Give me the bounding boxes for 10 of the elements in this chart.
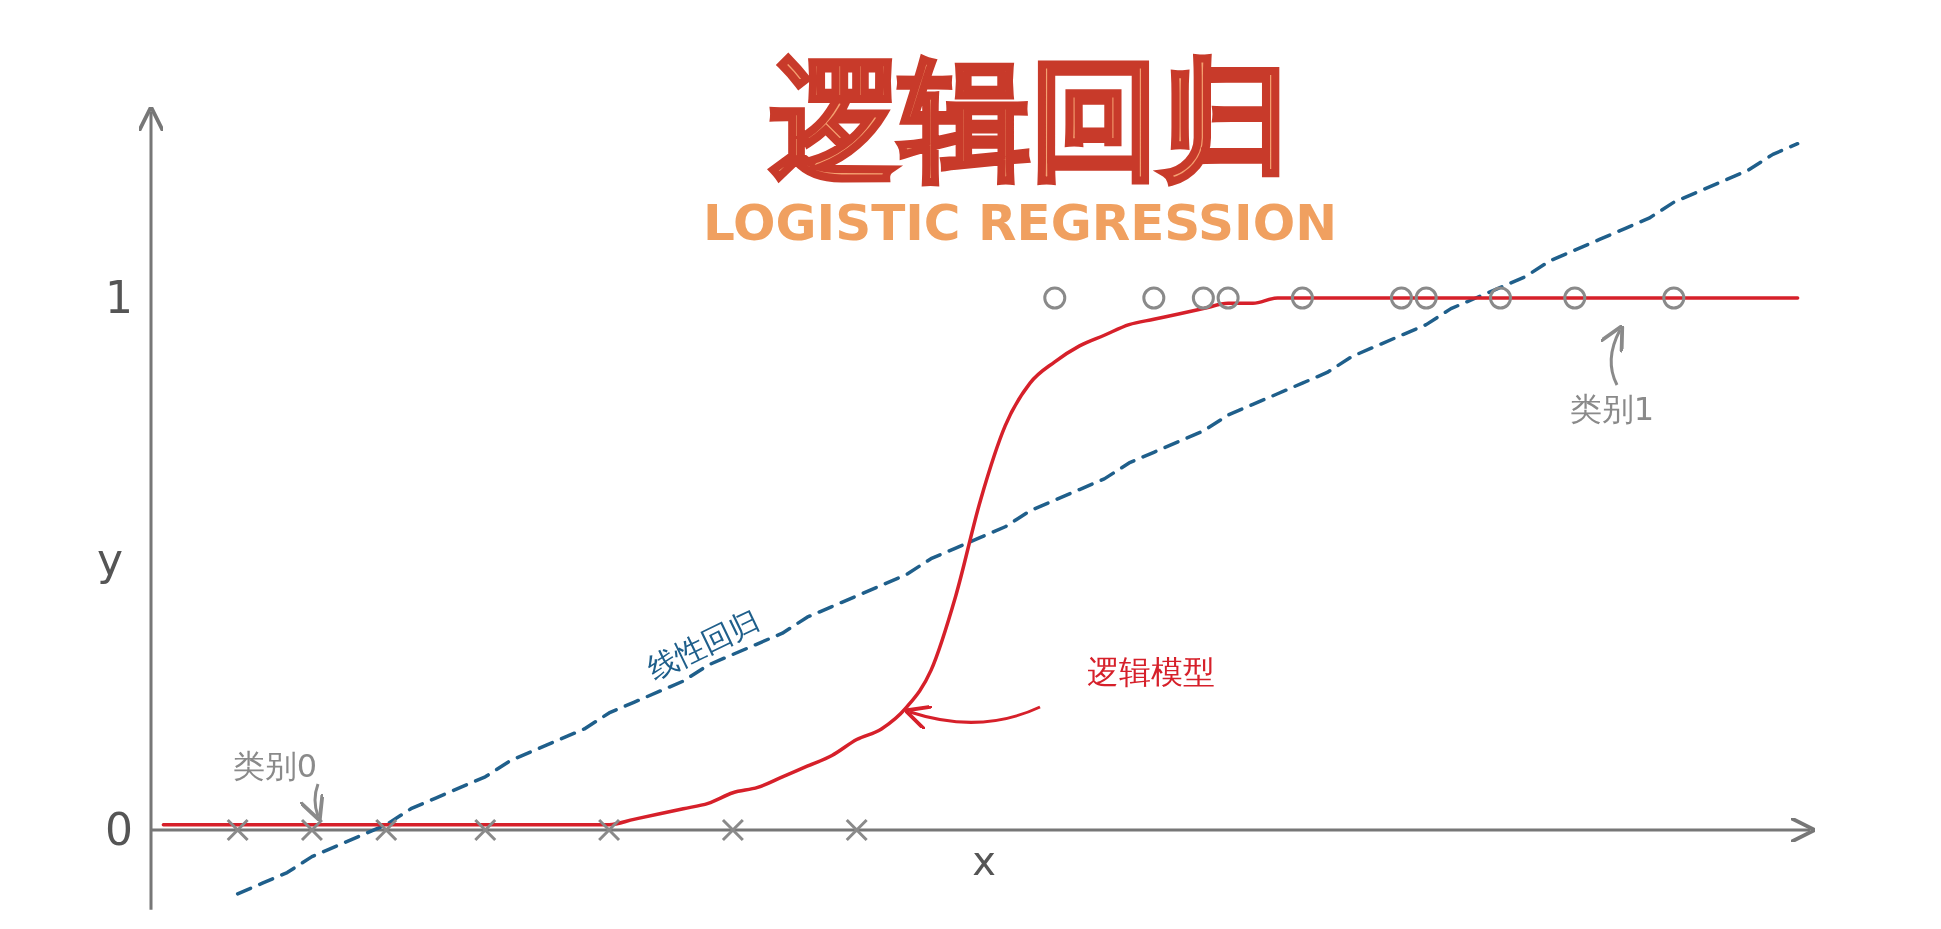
y-tick-label: 1 [105, 271, 133, 323]
text: LOGISTIC REGRESSION [702, 194, 1338, 252]
text: 逻辑模型 [1087, 653, 1216, 692]
y-tick-label: 0 [105, 803, 133, 855]
chart-title: 逻辑回归 [770, 44, 1290, 196]
y-axis-title: y [96, 534, 124, 585]
legend-label: 类别1 [1569, 390, 1655, 429]
x-axis-title: x [972, 838, 996, 884]
text: 线性回归 [641, 602, 766, 686]
series-label: 类别0 [232, 746, 317, 785]
